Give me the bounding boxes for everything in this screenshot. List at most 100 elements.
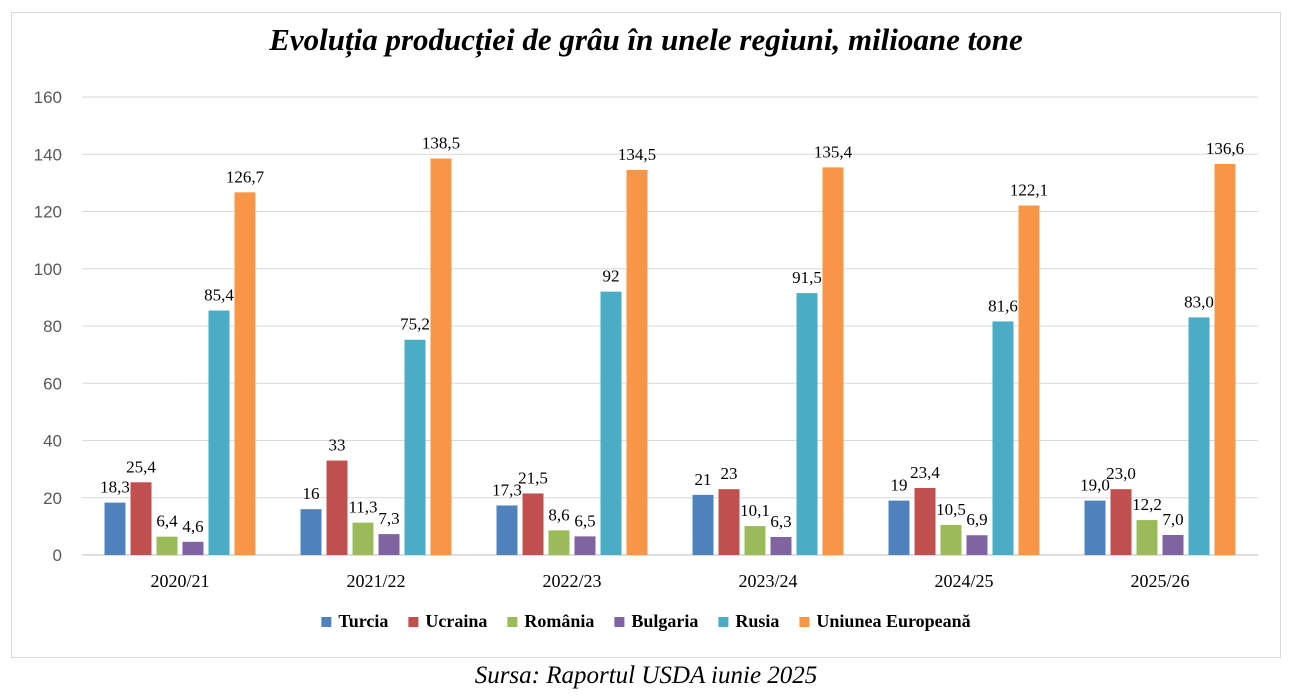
bar bbox=[156, 536, 178, 555]
data-label: 8,6 bbox=[548, 505, 569, 524]
data-label: 134,5 bbox=[618, 145, 656, 164]
data-label: 92 bbox=[603, 267, 620, 286]
data-label: 23 bbox=[721, 464, 738, 483]
bar bbox=[718, 489, 740, 555]
data-label: 85,4 bbox=[204, 286, 234, 305]
x-tick-label: 2024/25 bbox=[934, 571, 993, 591]
gridlines bbox=[82, 96, 1258, 556]
data-label: 17,3 bbox=[492, 480, 522, 499]
y-tick-label: 140 bbox=[34, 145, 62, 164]
data-label: 6,4 bbox=[156, 512, 178, 531]
bar bbox=[522, 493, 544, 555]
y-tick-label: 20 bbox=[43, 489, 62, 508]
y-tick-label: 120 bbox=[34, 203, 62, 222]
data-label: 18,3 bbox=[100, 478, 130, 497]
bar bbox=[992, 321, 1014, 555]
data-label: 4,6 bbox=[182, 517, 203, 536]
data-label: 138,5 bbox=[422, 134, 460, 153]
legend-swatch bbox=[718, 617, 729, 627]
data-label: 23,0 bbox=[1106, 464, 1136, 483]
bar bbox=[404, 339, 426, 555]
bar bbox=[496, 505, 518, 555]
data-label: 19 bbox=[891, 476, 908, 495]
y-tick-label: 80 bbox=[43, 317, 62, 336]
bar bbox=[326, 460, 348, 555]
bar bbox=[600, 291, 622, 555]
legend-swatch bbox=[507, 617, 518, 627]
x-tick-label: 2023/24 bbox=[738, 571, 797, 591]
bar bbox=[574, 536, 596, 555]
y-tick-label: 100 bbox=[34, 260, 62, 279]
bar bbox=[1084, 500, 1106, 555]
legend-label: Uniunea Europeană bbox=[816, 611, 970, 631]
y-tick-label: 40 bbox=[43, 432, 62, 451]
bar bbox=[692, 494, 714, 555]
bar bbox=[430, 158, 452, 555]
data-label: 83,0 bbox=[1184, 292, 1214, 311]
data-label: 16 bbox=[303, 484, 320, 503]
data-label: 19,0 bbox=[1080, 476, 1110, 495]
data-label: 23,4 bbox=[910, 463, 940, 482]
bar bbox=[744, 526, 766, 555]
legend-label: Rusia bbox=[735, 611, 779, 631]
data-label: 6,9 bbox=[966, 510, 987, 529]
data-label: 10,1 bbox=[740, 501, 770, 520]
bar bbox=[1188, 317, 1210, 555]
bar bbox=[914, 488, 936, 555]
legend-swatch bbox=[614, 617, 625, 627]
bar bbox=[378, 534, 400, 555]
data-label: 33 bbox=[329, 436, 346, 455]
data-label: 75,2 bbox=[400, 315, 430, 334]
y-tick-label: 160 bbox=[34, 88, 62, 107]
bar bbox=[1162, 534, 1184, 555]
data-label: 21,5 bbox=[518, 468, 548, 487]
x-tick-label: 2025/26 bbox=[1130, 571, 1189, 591]
data-label: 10,5 bbox=[936, 500, 966, 519]
bar bbox=[966, 535, 988, 555]
bar bbox=[130, 482, 152, 555]
y-tick-label: 60 bbox=[43, 374, 62, 393]
legend-label: Turcia bbox=[338, 611, 388, 631]
bar bbox=[182, 541, 204, 555]
data-label: 126,7 bbox=[226, 167, 265, 186]
data-label: 6,3 bbox=[770, 512, 791, 531]
data-label: 91,5 bbox=[792, 268, 822, 287]
legend-label: Ucraina bbox=[425, 611, 487, 631]
bar bbox=[888, 500, 910, 555]
data-label: 122,1 bbox=[1010, 180, 1048, 199]
data-label: 21 bbox=[695, 470, 712, 489]
legend-label: Bulgaria bbox=[631, 611, 698, 631]
legend-swatch bbox=[321, 617, 332, 627]
bar bbox=[626, 169, 648, 555]
source-note: Sursa: Raportul USDA iunie 2025 bbox=[474, 662, 818, 689]
data-label: 136,6 bbox=[1206, 139, 1244, 158]
x-tick-label: 2020/21 bbox=[150, 571, 209, 591]
bar bbox=[208, 310, 230, 555]
bar bbox=[1110, 489, 1132, 555]
data-label: 25,4 bbox=[126, 457, 156, 476]
bar bbox=[104, 502, 126, 555]
legend-swatch bbox=[799, 617, 810, 627]
legend-item: Bulgaria bbox=[614, 611, 698, 631]
data-label: 135,4 bbox=[814, 142, 853, 161]
bar bbox=[822, 167, 844, 556]
bar bbox=[548, 530, 570, 555]
x-tick-label: 2021/22 bbox=[346, 571, 405, 591]
x-tick-label: 2022/23 bbox=[542, 571, 601, 591]
y-tick-label: 0 bbox=[53, 546, 62, 565]
legend-item: Rusia bbox=[718, 611, 779, 631]
bar bbox=[770, 536, 792, 555]
bar bbox=[940, 524, 962, 555]
bar bbox=[300, 509, 322, 555]
data-label: 7,0 bbox=[1162, 510, 1183, 529]
bar bbox=[234, 192, 256, 556]
legend-item: Turcia bbox=[321, 611, 388, 631]
legend-item: Ucraina bbox=[408, 611, 487, 631]
data-label: 7,3 bbox=[378, 509, 399, 528]
data-label: 81,6 bbox=[988, 296, 1018, 315]
data-label: 11,3 bbox=[348, 498, 377, 517]
legend-item: România bbox=[507, 611, 594, 631]
data-label: 6,5 bbox=[574, 511, 595, 530]
data-label: 12,2 bbox=[1132, 495, 1162, 514]
